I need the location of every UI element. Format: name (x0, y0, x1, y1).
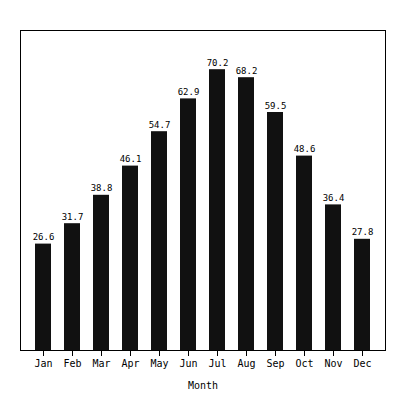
svg-text:48.6: 48.6 (294, 144, 316, 154)
svg-text:Sep: Sep (266, 358, 284, 369)
svg-text:54.7: 54.7 (149, 120, 171, 130)
svg-text:68.2: 68.2 (236, 66, 258, 76)
svg-text:38.8: 38.8 (91, 183, 113, 193)
svg-text:62.9: 62.9 (178, 87, 200, 97)
svg-text:27.8: 27.8 (352, 227, 374, 237)
svg-text:70.2: 70.2 (207, 58, 229, 68)
svg-text:Apr: Apr (121, 358, 139, 369)
svg-text:Mar: Mar (92, 358, 110, 369)
svg-text:26.6: 26.6 (33, 232, 55, 242)
svg-text:Jul: Jul (208, 358, 226, 369)
svg-text:Oct: Oct (295, 358, 313, 369)
svg-text:Dec: Dec (353, 358, 371, 369)
svg-text:May: May (150, 358, 168, 369)
svg-text:Jan: Jan (34, 358, 52, 369)
svg-text:Month: Month (188, 380, 218, 391)
svg-text:Nov: Nov (324, 358, 342, 369)
svg-text:36.4: 36.4 (323, 193, 345, 203)
svg-text:59.5: 59.5 (265, 101, 287, 111)
svg-text:Aug: Aug (237, 358, 255, 369)
svg-text:Feb: Feb (63, 358, 81, 369)
svg-text:Jun: Jun (179, 358, 197, 369)
svg-text:31.7: 31.7 (62, 212, 84, 222)
svg-text:46.1: 46.1 (120, 154, 142, 164)
